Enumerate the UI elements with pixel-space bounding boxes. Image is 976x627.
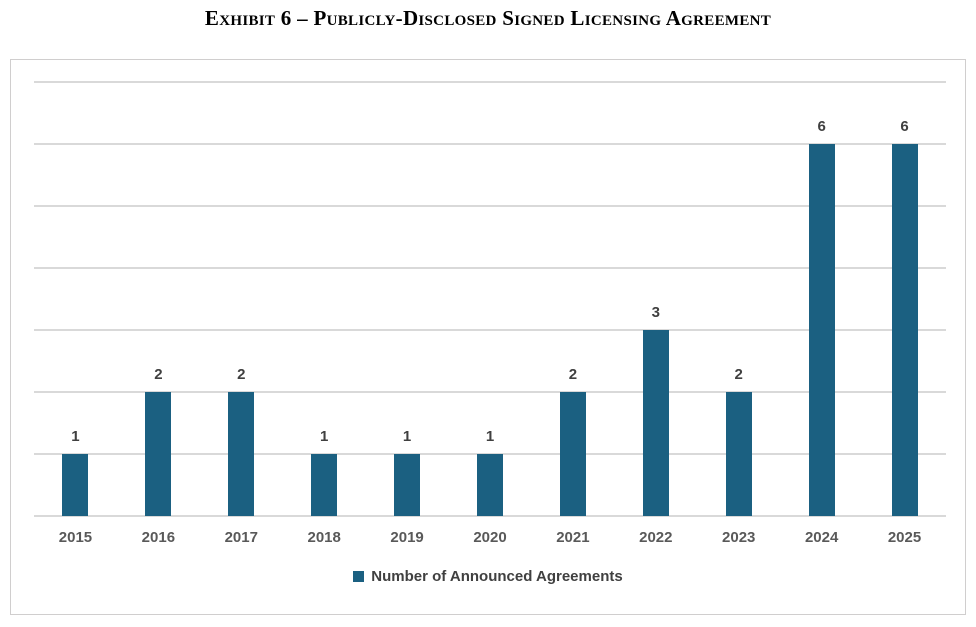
bar-2025: [891, 144, 918, 516]
x-axis-label-2019: 2019: [390, 529, 424, 546]
x-axis-label-2023: 2023: [722, 529, 756, 546]
gridline: [34, 81, 946, 83]
bar-2024: [808, 144, 835, 516]
bar-2016: [145, 392, 172, 516]
gridline: [34, 205, 946, 207]
x-axis-label-2021: 2021: [556, 529, 590, 546]
bar-2023: [725, 392, 752, 516]
bar-value-label: 6: [817, 118, 826, 135]
bar-value-label: 1: [485, 428, 495, 445]
bar-2020: [477, 454, 503, 516]
bar-value-label: 2: [237, 366, 246, 383]
x-axis-label-2025: 2025: [887, 529, 922, 546]
bar-value-label: 1: [402, 428, 412, 445]
bar-value-label: 1: [320, 428, 329, 445]
bar-2019: [394, 454, 421, 516]
x-axis-label-2020: 2020: [473, 529, 507, 546]
bar-2021: [559, 392, 586, 516]
legend-label: Number of Announced Agreements: [371, 568, 623, 585]
bar-2017: [228, 392, 255, 516]
chart-title: Exhibit 6 – Publicly-Disclosed Signed Li…: [204, 6, 772, 30]
bar-value-label: 2: [734, 366, 743, 383]
x-axis-label-2024: 2024: [804, 529, 839, 546]
x-axis-label-2022: 2022: [639, 529, 673, 546]
bar-value-label: 2: [568, 366, 578, 383]
bar-2015: [62, 454, 89, 516]
legend-swatch-icon: [353, 571, 365, 582]
bar-2022: [642, 330, 669, 516]
gridline: [34, 515, 946, 517]
x-axis-label-2016: 2016: [141, 529, 176, 546]
bar-value-label: 3: [651, 304, 660, 321]
plot-area: 1 2 2 1 1 1 2 3 2 6 6: [34, 81, 946, 517]
gridline: [34, 329, 946, 331]
x-axis-label-2018: 2018: [307, 529, 341, 546]
gridline: [34, 391, 946, 393]
legend: Number of Announced Agreements: [11, 568, 965, 585]
bar-value-label: 2: [154, 366, 163, 383]
x-axis-label-2017: 2017: [224, 529, 258, 546]
bar-value-label: 1: [71, 428, 80, 445]
bar-2018: [311, 454, 338, 516]
bar-value-label: 6: [900, 118, 909, 135]
x-axis-label-2015: 2015: [58, 529, 93, 546]
gridline: [34, 143, 946, 145]
chart-area: 1 2 2 1 1 1 2 3 2 6 6 2015 2016 2017 2018 2019 2020 2021…: [10, 59, 966, 615]
gridline: [34, 267, 946, 269]
